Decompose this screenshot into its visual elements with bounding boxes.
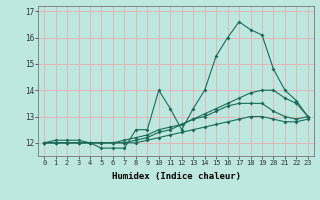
X-axis label: Humidex (Indice chaleur): Humidex (Indice chaleur) (111, 172, 241, 181)
